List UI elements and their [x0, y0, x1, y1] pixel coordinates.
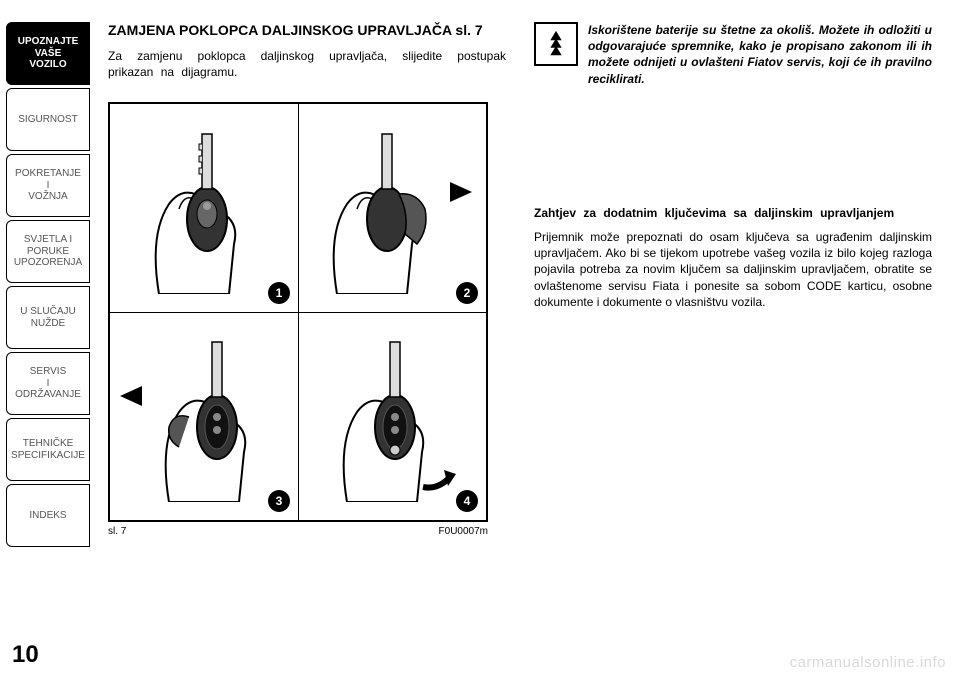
manual-page: UPOZNAJTEVAŠEVOZILO SIGURNOST POKRETANJE… [0, 0, 960, 677]
key-illustration [317, 114, 467, 294]
tab-sigurnost[interactable]: SIGURNOST [6, 88, 90, 151]
figure-step-4: 4 [298, 312, 486, 520]
figure-step-2: 2 [298, 104, 486, 312]
tab-pokretanje[interactable]: POKRETANJEIVOŽNJA [6, 154, 90, 217]
step-number: 1 [268, 282, 290, 304]
key-illustration [129, 114, 279, 294]
subsection-body: Prijemnik može prepoznati do osam ključe… [534, 229, 932, 310]
figure-code: F0U0007m [439, 526, 488, 537]
arrow-left-icon [120, 386, 142, 406]
section-body: Za zamjenu poklopca daljinskog upravljač… [108, 48, 506, 80]
tab-tehnicke[interactable]: TEHNIČKESPECIFIKACIJE [6, 418, 90, 481]
step-number: 4 [456, 490, 478, 512]
tab-nuzda[interactable]: U SLUČAJUNUŽDE [6, 286, 90, 349]
figure-label: sl. 7 [108, 526, 126, 537]
left-column: ZAMJENA POKLOPCA DALJINSKOG UPRAVLJAČA s… [108, 22, 506, 667]
tab-label: INDEKS [29, 510, 66, 522]
tab-label: UPOZNAJTEVAŠEVOZILO [18, 36, 79, 71]
page-number: 10 [12, 641, 39, 669]
figure-caption: sl. 7 F0U0007m [108, 526, 488, 537]
section-heading: ZAMJENA POKLOPCA DALJINSKOG UPRAVLJAČA s… [108, 22, 506, 40]
tab-indeks[interactable]: INDEKS [6, 484, 90, 547]
figure-frame: 1 2 [108, 102, 488, 522]
step-number: 3 [268, 490, 290, 512]
info-text: Iskorištene baterije su štetne za okoliš… [588, 22, 932, 87]
tab-label: U SLUČAJUNUŽDE [20, 306, 76, 329]
figure-step-1: 1 [110, 104, 298, 312]
tab-label: TEHNIČKESPECIFIKACIJE [11, 438, 85, 461]
arrow-right-icon [450, 182, 472, 202]
subsection-heading: Zahtjev za dodatnim ključevima sa daljin… [534, 205, 932, 221]
step-number: 2 [456, 282, 478, 304]
recycle-icon [534, 22, 578, 66]
right-column: Iskorištene baterije su štetne za okoliš… [534, 22, 932, 667]
tab-svjetla[interactable]: SVJETLA IPORUKEUPOZORENJA [6, 220, 90, 283]
tab-label: POKRETANJEIVOŽNJA [15, 168, 81, 203]
tab-upoznajte[interactable]: UPOZNAJTEVAŠEVOZILO [6, 22, 90, 85]
tab-label: SERVISIODRŽAVANJE [15, 366, 81, 401]
figure-7: 1 2 [108, 102, 488, 537]
tab-label: SVJETLA IPORUKEUPOZORENJA [14, 234, 82, 269]
tab-label: SIGURNOST [18, 114, 77, 126]
arrow-curved-icon [418, 462, 458, 492]
key-illustration [129, 322, 279, 502]
figure-step-3: 3 [110, 312, 298, 520]
sidebar-nav: UPOZNAJTEVAŠEVOZILO SIGURNOST POKRETANJE… [0, 0, 90, 677]
tab-servis[interactable]: SERVISIODRŽAVANJE [6, 352, 90, 415]
watermark: carmanualsonline.info [790, 654, 946, 671]
info-callout: Iskorištene baterije su štetne za okoliš… [534, 22, 932, 87]
content-area: ZAMJENA POKLOPCA DALJINSKOG UPRAVLJAČA s… [90, 0, 960, 677]
